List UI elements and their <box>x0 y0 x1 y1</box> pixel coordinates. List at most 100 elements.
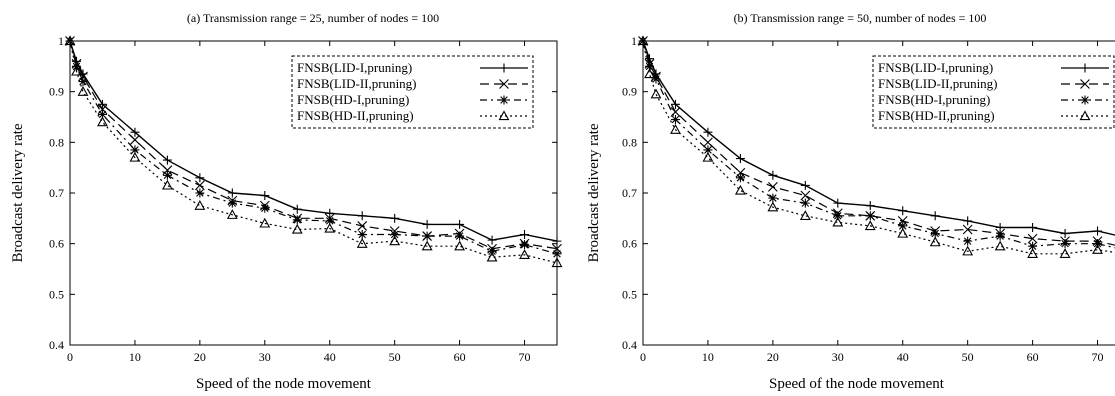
series-line-2 <box>642 40 1115 246</box>
data-point-marker <box>768 170 778 180</box>
data-point-marker <box>519 249 530 259</box>
data-point-marker <box>130 127 140 137</box>
data-point-marker <box>389 235 401 246</box>
data-point-marker <box>260 203 270 213</box>
data-point-marker <box>767 182 778 192</box>
data-point-marker <box>865 211 875 221</box>
y-tick-label: 0.5 <box>622 287 637 301</box>
legend-box <box>872 55 1115 129</box>
data-point-marker <box>422 219 432 229</box>
data-point-marker <box>551 257 563 268</box>
data-point-marker <box>702 151 714 162</box>
x-tick-label: 60 <box>454 350 466 364</box>
y-tick-label: 0.7 <box>49 186 64 200</box>
data-point-marker <box>1027 248 1039 258</box>
data-point-marker <box>390 230 400 240</box>
series-line-3 <box>69 40 558 255</box>
data-point-marker <box>487 246 497 256</box>
y-axis-label: Broadcast delivery rate <box>10 123 26 262</box>
legend-label: FNSB(LID-I,pruning) <box>297 60 412 75</box>
y-tick-label: 0.6 <box>622 237 637 251</box>
x-tick-label: 10 <box>702 350 714 364</box>
data-point-marker <box>77 86 89 96</box>
y-tick-label: 0.4 <box>49 338 64 352</box>
legend-marker <box>498 110 510 121</box>
data-point-marker <box>325 216 335 226</box>
data-point-marker <box>227 188 237 198</box>
legend-label: FNSB(HD-I,pruning) <box>878 92 990 107</box>
data-point-marker <box>552 236 562 246</box>
data-point-marker <box>832 216 844 227</box>
data-point-marker <box>1060 229 1070 239</box>
data-point-marker <box>865 201 875 211</box>
plot-area <box>64 35 563 268</box>
data-point-marker <box>800 198 810 208</box>
chart-a: (a) Transmission range = 25, number of n… <box>10 11 563 392</box>
data-point-marker <box>670 115 680 125</box>
data-point-marker <box>520 240 530 250</box>
data-point-marker <box>552 249 562 259</box>
data-point-marker <box>833 211 843 221</box>
data-point-marker <box>1059 248 1071 258</box>
data-point-marker <box>897 215 908 226</box>
legend-marker <box>499 95 509 105</box>
data-point-marker <box>71 65 82 76</box>
data-point-marker <box>455 231 465 241</box>
data-point-marker <box>994 240 1006 251</box>
data-point-marker <box>898 221 908 231</box>
data-point-marker <box>734 184 746 195</box>
legend-marker <box>1080 95 1090 105</box>
y-axis-label: Broadcast delivery rate <box>586 123 602 262</box>
x-tick-label: 60 <box>1027 350 1039 364</box>
x-tick-label: 0 <box>640 350 646 364</box>
y-tick-label: 0.6 <box>49 237 64 251</box>
data-point-marker <box>487 235 497 245</box>
data-point-marker <box>703 127 713 137</box>
legend-label: FNSB(HD-II,pruning) <box>297 108 414 123</box>
plot-area <box>637 35 1115 258</box>
data-point-marker <box>1060 239 1070 249</box>
data-point-marker <box>97 104 108 115</box>
data-point-marker <box>1093 226 1103 236</box>
legend-label: FNSB(HD-II,pruning) <box>878 108 995 123</box>
data-point-marker <box>1027 233 1038 244</box>
data-point-marker <box>962 245 974 256</box>
data-point-marker <box>357 230 367 240</box>
data-point-marker <box>486 251 498 262</box>
chart-title: (b) Transmission range = 50, number of n… <box>734 11 987 25</box>
data-point-marker <box>644 68 655 79</box>
data-point-marker <box>130 145 140 155</box>
x-tick-label: 70 <box>1092 350 1104 364</box>
data-point-marker <box>929 236 941 247</box>
y-tick-label: 1 <box>631 34 637 48</box>
data-point-marker <box>1028 222 1038 232</box>
data-point-marker <box>357 211 367 221</box>
data-point-marker <box>1092 244 1103 254</box>
data-point-marker <box>995 231 1005 241</box>
legend-marker <box>1080 63 1090 73</box>
x-tick-label: 40 <box>324 350 336 364</box>
data-point-marker <box>78 77 88 87</box>
legend-label: FNSB(HD-I,pruning) <box>297 92 409 107</box>
y-tick-label: 0.9 <box>622 85 637 99</box>
data-point-marker <box>963 236 973 246</box>
y-tick-label: 0.8 <box>622 135 637 149</box>
data-point-marker <box>552 243 562 254</box>
data-point-marker <box>64 35 76 46</box>
data-point-marker <box>898 206 908 216</box>
data-point-marker <box>390 213 400 223</box>
series-line-2 <box>69 40 558 250</box>
y-tick-label: 0.8 <box>49 135 64 149</box>
x-tick-label: 40 <box>897 350 909 364</box>
legend-marker <box>499 79 509 89</box>
x-tick-label: 10 <box>129 350 141 364</box>
data-point-marker <box>768 193 778 203</box>
x-tick-label: 30 <box>832 350 844 364</box>
legend-label: FNSB(LID-II,pruning) <box>297 76 417 91</box>
data-point-marker <box>1028 241 1038 251</box>
data-point-marker <box>670 99 680 109</box>
data-point-marker <box>995 222 1005 232</box>
data-point-marker <box>864 220 876 231</box>
data-point-marker <box>194 200 206 210</box>
